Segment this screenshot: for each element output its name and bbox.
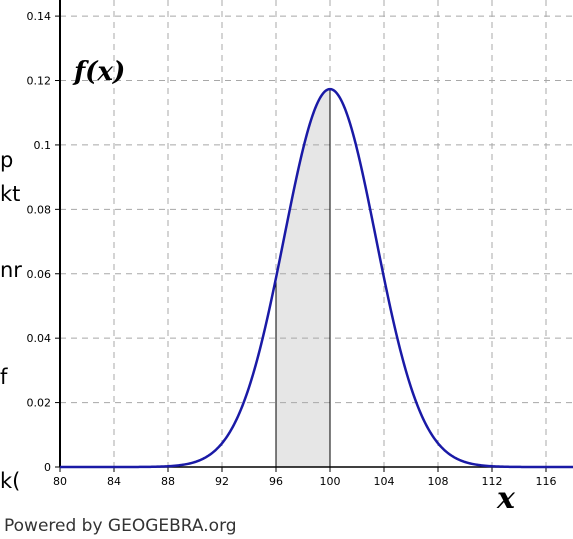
y-tick-label: 0 — [44, 461, 51, 474]
shaded-area — [276, 89, 330, 467]
x-axis-label: x — [496, 481, 516, 516]
x-tick-label: 112 — [482, 475, 503, 488]
x-tick-label: 108 — [428, 475, 449, 488]
x-tick-label: 116 — [536, 475, 557, 488]
x-tick-label: 100 — [320, 475, 341, 488]
y-tick-label: 0.1 — [34, 139, 52, 152]
y-axis-label: f(x) — [72, 57, 125, 87]
density-curve — [60, 87, 573, 469]
y-tick-label: 0.12 — [27, 75, 52, 88]
geogebra-credit[interactable]: Powered by GEOGEBRA.org — [4, 516, 237, 536]
cut-text-fragment: p — [0, 148, 14, 172]
x-tick-label: 104 — [374, 475, 395, 488]
x-tick-label: 96 — [269, 475, 283, 488]
x-tick-label: 92 — [215, 475, 229, 488]
cut-text-fragment: nr — [0, 258, 22, 282]
cut-text-fragment: kt — [0, 182, 21, 206]
y-tick-label: 0.02 — [27, 397, 52, 410]
y-tick-label: 0.04 — [27, 332, 52, 345]
cut-text-fragment: k( — [0, 469, 21, 493]
y-tick-label: 0.08 — [27, 203, 52, 216]
y-tick-label: 0.14 — [27, 10, 52, 23]
y-tick-label: 0.06 — [27, 268, 52, 281]
cut-text-fragment: f — [0, 365, 8, 389]
x-tick-label: 84 — [107, 475, 121, 488]
x-tick-label: 88 — [161, 475, 175, 488]
x-tick-label: 80 — [53, 475, 67, 488]
